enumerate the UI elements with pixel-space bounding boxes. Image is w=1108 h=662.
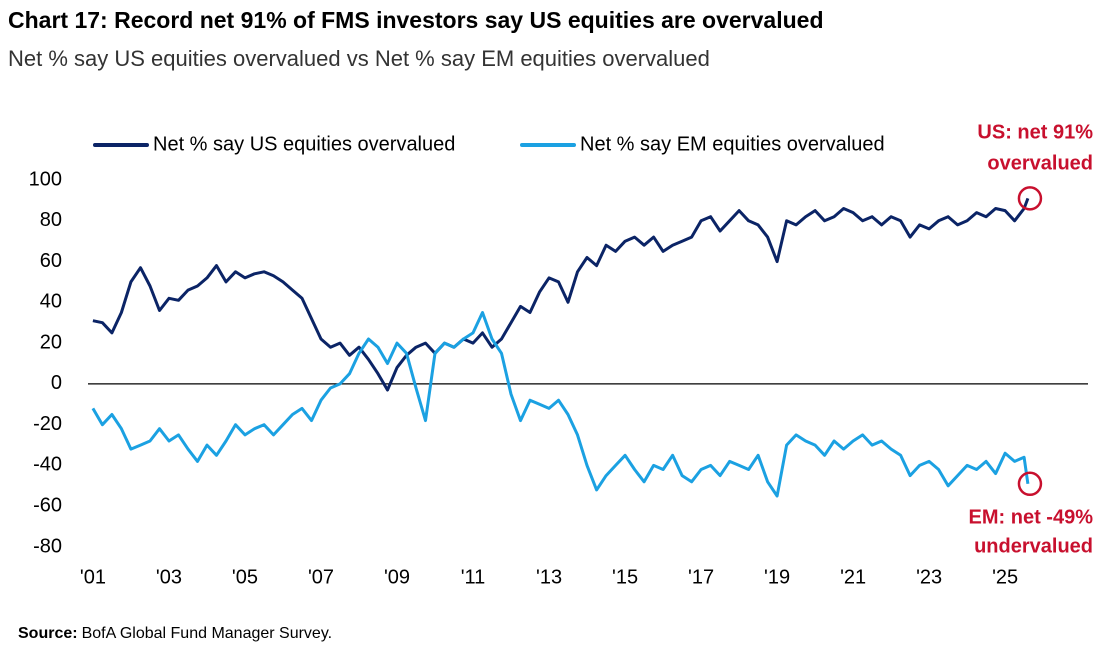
y-tick-label: 0 xyxy=(51,372,62,394)
y-tick-label: -20 xyxy=(33,413,62,435)
legend-label: Net % say US equities overvalued xyxy=(153,133,455,155)
source-label: Source: xyxy=(18,625,78,642)
annotation: overvalued xyxy=(987,152,1093,174)
source-text: BofA Global Fund Manager Survey. xyxy=(82,625,333,642)
y-tick-label: -80 xyxy=(33,535,62,557)
chart-subtitle: Net % say US equities overvalued vs Net … xyxy=(8,46,710,71)
x-tick-label: '09 xyxy=(384,566,410,588)
x-tick-label: '17 xyxy=(688,566,714,588)
y-tick-label: 80 xyxy=(40,209,62,231)
annotation: EM: net -49% xyxy=(969,506,1094,528)
x-tick-label: '13 xyxy=(536,566,562,588)
highlight-circle xyxy=(1017,186,1043,211)
highlight-circle xyxy=(1017,471,1043,497)
x-tick-label: '21 xyxy=(840,566,866,588)
y-tick-label: 40 xyxy=(40,291,62,313)
source: Source: BofA Global Fund Manager Survey. xyxy=(18,625,332,642)
chart-title: Chart 17: Record net 91% of FMS investor… xyxy=(8,7,824,33)
x-tick-label: '19 xyxy=(764,566,790,588)
y-tick-label: 20 xyxy=(40,331,62,353)
y-tick-label: -40 xyxy=(33,454,62,476)
legend-label: Net % say EM equities overvalued xyxy=(580,133,885,155)
series-line xyxy=(92,197,1030,392)
x-tick-label: '01 xyxy=(80,566,106,588)
x-tick-label: '23 xyxy=(916,566,942,588)
x-tick-label: '03 xyxy=(156,566,182,588)
y-tick-label: -60 xyxy=(33,495,62,517)
y-tick-label: 100 xyxy=(29,168,62,190)
annotation: US: net 91% xyxy=(977,121,1093,143)
y-tick-label: 60 xyxy=(40,250,62,272)
x-tick-label: '25 xyxy=(992,566,1018,588)
x-tick-label: '07 xyxy=(308,566,334,588)
series-line xyxy=(91,311,1030,498)
annotation: undervalued xyxy=(974,535,1093,557)
x-tick-label: '15 xyxy=(612,566,638,588)
x-tick-label: '05 xyxy=(232,566,258,588)
x-tick-label: '11 xyxy=(461,566,486,588)
